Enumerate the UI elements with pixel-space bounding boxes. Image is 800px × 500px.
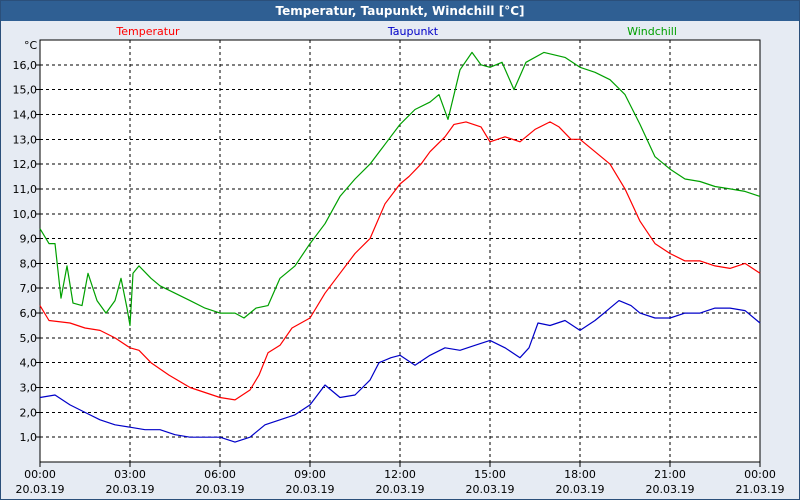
y-tick-label: 2,0 [20,406,38,419]
y-tick-label: 1,0 [20,431,38,444]
series-line-temperatur [39,121,761,401]
y-tick-label: 6,0 [20,307,38,320]
y-tick-label: 14,0 [13,108,38,121]
y-tick-label: 10,0 [13,208,38,221]
y-tick-label: 8,0 [20,257,38,270]
legend-temperatur: Temperatur [115,25,180,38]
y-tick-label: 5,0 [20,332,38,345]
chart-title: Temperatur, Taupunkt, Windchill [°C] [1,1,799,21]
y-unit-label: °C [24,39,38,52]
x-tick-date-label: 20.03.19 [376,483,425,496]
y-tick-label: 7,0 [20,282,38,295]
series-line-taupunkt [39,300,761,443]
x-tick-date-label: 20.03.19 [556,483,605,496]
x-tick-time-label: 06:00 [204,468,236,481]
y-tick-label: 4,0 [20,357,38,370]
x-tick-time-label: 12:00 [384,468,416,481]
plot-border [39,39,761,463]
x-tick-date-label: 20.03.19 [16,483,65,496]
x-tick-time-label: 18:00 [564,468,596,481]
x-tick-time-label: 09:00 [294,468,326,481]
x-tick-date-label: 20.03.19 [106,483,155,496]
x-tick-time-label: 00:00 [24,468,56,481]
legend-taupunkt: Taupunkt [387,25,439,38]
x-tick-date-label: 20.03.19 [196,483,245,496]
x-tick-date-label: 21.03.19 [736,483,785,496]
x-tick-time-label: 00:00 [744,468,776,481]
y-tick-label: 9,0 [20,233,38,246]
series-line-windchill [39,51,761,327]
x-tick-date-label: 20.03.19 [286,483,335,496]
x-tick-time-label: 15:00 [474,468,506,481]
x-tick-time-label: 03:00 [114,468,146,481]
y-tick-label: 16,0 [13,59,38,72]
x-tick-time-label: 21:00 [654,468,686,481]
y-tick-label: 13,0 [13,133,38,146]
x-tick-date-label: 20.03.19 [646,483,695,496]
y-tick-label: 12,0 [13,158,38,171]
y-tick-label: 15,0 [13,84,38,97]
y-tick-label: 3,0 [20,382,38,395]
y-tick-label: 11,0 [13,183,38,196]
x-tick-date-label: 20.03.19 [466,483,515,496]
legend-windchill: Windchill [627,25,677,38]
